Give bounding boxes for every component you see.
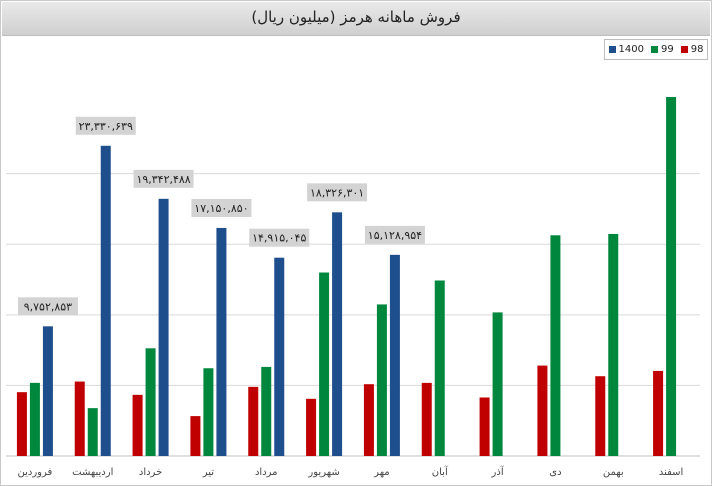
bar-99-11 [666, 97, 677, 456]
bar-1400-6 [389, 254, 400, 456]
bar-99-3 [203, 368, 214, 456]
legend-swatch-1400 [608, 46, 616, 53]
legend-swatch-98 [680, 46, 688, 53]
x-tick-label-0: فروردین [18, 467, 53, 478]
bar-98-11 [653, 370, 664, 456]
bar-98-7 [421, 382, 432, 456]
x-tick-label-1: اردیبهشت [72, 467, 113, 478]
bar-99-6 [376, 304, 387, 456]
legend-entry-1400: 1400 [608, 44, 644, 55]
data-label-box-1 [75, 116, 136, 135]
x-tick-label-11: اسفند [659, 467, 683, 478]
legend-entry-98: 98 [680, 44, 704, 55]
x-tick-label-2: خرداد [139, 467, 162, 478]
bar-1400-5 [332, 212, 343, 456]
gridlines [6, 173, 700, 457]
bars [16, 97, 677, 457]
x-tick-label-10: بهمن [603, 467, 624, 478]
legend-label-1400: 1400 [618, 44, 644, 55]
data-label-4: ۱۴,۹۱۵,۰۴۵ [252, 232, 306, 245]
bar-98-5 [306, 398, 317, 456]
data-label-box-6 [364, 225, 425, 244]
data-label-0: ۹,۷۵۲,۸۵۳ [24, 300, 72, 313]
data-label-box-4 [249, 228, 310, 247]
legend-swatch-99 [650, 46, 658, 53]
bar-99-10 [608, 233, 619, 456]
x-tick-label-3: تیر [202, 467, 215, 478]
bar-99-0 [29, 382, 40, 456]
legend-label-99: 99 [660, 44, 674, 55]
data-label-6: ۱۵,۱۲۸,۹۵۴ [368, 229, 422, 242]
bar-98-6 [363, 384, 374, 456]
chart-title: فروش ماهانه هرمز (میلیون ریال) [251, 8, 461, 26]
bar-1400-3 [216, 227, 227, 456]
data-label-box-3 [191, 198, 252, 217]
bar-1400-0 [42, 326, 53, 456]
x-tick-label-7: آبان [432, 465, 449, 478]
data-label-3: ۱۷,۱۵۰,۸۵۰ [194, 202, 248, 215]
bar-99-5 [319, 272, 330, 456]
bar-98-0 [16, 392, 27, 456]
x-tick-label-8: آذر [491, 465, 505, 478]
bar-98-4 [248, 386, 259, 456]
bar-99-4 [261, 366, 272, 456]
bar-1400-4 [274, 257, 285, 456]
x-tick-label-6: مهر [373, 467, 389, 478]
bar-99-2 [145, 348, 156, 456]
bar-99-7 [434, 280, 445, 456]
chart-title-bar: فروش ماهانه هرمز (میلیون ریال) [2, 2, 710, 36]
data-label-2: ۱۹,۳۴۲,۴۸۸ [136, 173, 190, 186]
bar-99-9 [550, 235, 561, 456]
bar-99-8 [492, 312, 503, 456]
bar-98-10 [595, 376, 606, 456]
x-axis-ticks: فروردین اردیبهشت خرداد تیر مرداد شهریور مهر آبا… [18, 465, 684, 478]
legend-label-98: 98 [690, 44, 704, 55]
data-label-5: ۱۸,۳۲۶,۳۰۱ [310, 186, 364, 199]
bar-98-9 [537, 365, 548, 456]
bar-98-2 [132, 394, 143, 456]
bar-98-8 [479, 397, 490, 456]
bar-1400-1 [100, 145, 111, 456]
data-label-1: ۲۳,۳۳۰,۶۳۹ [79, 120, 133, 133]
data-label-box-5 [307, 183, 368, 202]
data-labels: ۹,۷۵۲,۸۵۳ ۲۳,۳۳۰,۶۳۹ ۱۹,۳۴۲,۴۸۸ ۱۷,۱۵۰,۸۵۰ ۱… [17, 116, 425, 316]
legend-entry-99: 99 [650, 44, 674, 55]
x-tick-label-4: مرداد [255, 467, 278, 478]
bar-99-1 [87, 408, 98, 456]
legend: 1400 99 98 [604, 39, 708, 60]
bar-98-1 [74, 381, 85, 456]
bar-98-3 [190, 416, 201, 456]
bar-1400-2 [158, 198, 169, 457]
data-label-box-2 [133, 169, 194, 188]
x-tick-label-5: شهریور [307, 467, 339, 478]
data-label-box-0 [17, 297, 78, 316]
x-tick-label-9: دی [549, 467, 561, 478]
